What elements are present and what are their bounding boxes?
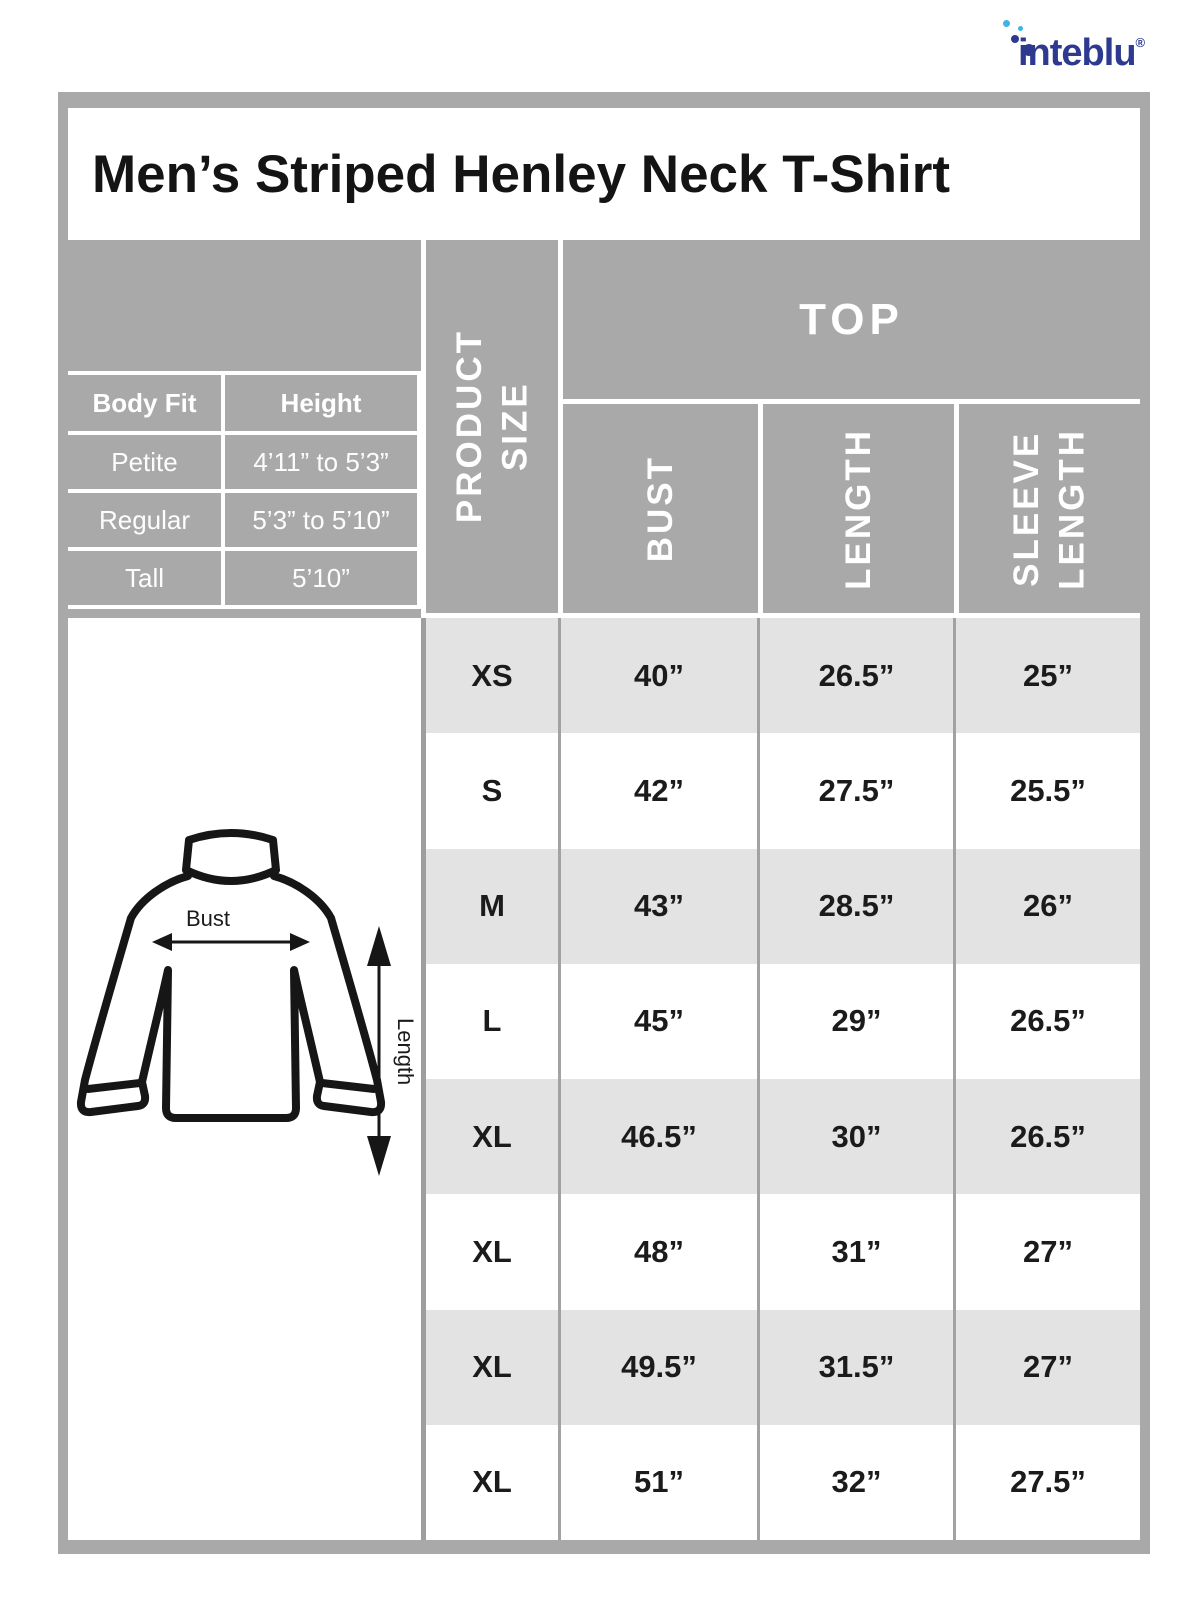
bust-column-header: BUST — [563, 404, 758, 613]
bust-cell: 43” — [558, 848, 757, 964]
body-fit-value: Regular — [68, 493, 221, 547]
divider — [563, 399, 1140, 404]
body-fit-value: Petite — [68, 435, 221, 489]
logo-dot-icon — [1018, 26, 1023, 31]
length-column-header: LENGTH — [763, 404, 954, 613]
size-cell: XL — [472, 1464, 512, 1500]
size-cell: XL — [472, 1349, 512, 1385]
table-row: XL 48” 31” 27” — [426, 1194, 1140, 1310]
table-row: XL 51” 32” 27.5” — [426, 1424, 1140, 1540]
table-row: L 45” 29” 26.5” — [426, 963, 1140, 1079]
height-header: Height — [225, 375, 417, 431]
logo-dot-icon — [1023, 44, 1035, 56]
divider — [421, 618, 426, 1540]
size-cell: L — [482, 1003, 502, 1039]
registered-trademark: ® — [1135, 35, 1146, 50]
logo-dot-icon — [1011, 35, 1019, 43]
brand-logo: inteblu® — [1000, 14, 1170, 84]
brand-name: inteblu — [1018, 32, 1137, 74]
sleeve-length-cell: 27” — [953, 1309, 1140, 1425]
title-bar: Men’s Striped Henley Neck T-Shirt — [68, 108, 1140, 240]
product-size-header-line: PRODUCT — [449, 329, 489, 524]
size-cell: S — [481, 772, 503, 808]
length-label: Length — [393, 1018, 418, 1085]
length-cell: 31” — [757, 1194, 953, 1310]
page-title: Men’s Striped Henley Neck T-Shirt — [92, 144, 951, 204]
size-cell: XS — [471, 657, 513, 693]
length-cell: 26.5” — [757, 618, 953, 734]
bust-cell: 46.5” — [558, 1079, 757, 1195]
height-value: 5’10” — [225, 551, 417, 605]
length-cell: 27.5” — [757, 733, 953, 849]
length-cell: 31.5” — [757, 1309, 953, 1425]
sleeve-length-cell: 25” — [953, 618, 1140, 734]
size-cell: XL — [472, 1118, 512, 1154]
length-cell: 29” — [757, 963, 953, 1079]
cuff-line — [84, 1079, 144, 1093]
tshirt-collar — [182, 829, 280, 885]
table-row: XS 40” 26.5” 25” — [426, 618, 1140, 734]
divider — [421, 240, 426, 618]
bust-cell: 45” — [558, 963, 757, 1079]
length-cell: 30” — [757, 1079, 953, 1195]
height-value: 5’3” to 5’10” — [225, 493, 417, 547]
divider — [558, 240, 563, 618]
length-cell: 32” — [757, 1424, 953, 1540]
sleeve-length-cell: 26” — [953, 848, 1140, 964]
length-arrow — [367, 926, 391, 1176]
chart-frame: Men’s Striped Henley Neck T-Shirt Body F… — [58, 92, 1150, 1554]
sleeve-length-cell: 25.5” — [953, 733, 1140, 849]
sleeve-length-cell: 26.5” — [953, 963, 1140, 1079]
divider — [426, 613, 1140, 618]
table-row: M 43” 28.5” 26” — [426, 848, 1140, 964]
bust-cell: 42” — [558, 733, 757, 849]
bust-header-label: BUST — [640, 454, 680, 563]
table-row: XL 46.5” 30” 26.5” — [426, 1079, 1140, 1195]
logo-dot-icon — [1003, 20, 1010, 27]
cuff-line — [318, 1079, 378, 1093]
size-table: XS 40” 26.5” 25” S 42” 27.5” 25.5” M 43”… — [426, 618, 1140, 1540]
product-size-column-header: PRODUCT SIZE — [426, 240, 558, 613]
tshirt-body-outline — [76, 872, 386, 1122]
sleeve-length-column-header: SLEEVE LENGTH — [959, 404, 1140, 613]
table-row: XL 49.5” 31.5” 27” — [426, 1309, 1140, 1425]
bust-label: Bust — [186, 906, 230, 931]
product-size-header-line: SIZE — [495, 381, 534, 472]
tshirt-diagram: Bust Length — [76, 829, 418, 1176]
length-cell: 28.5” — [757, 848, 953, 964]
bust-cell: 48” — [558, 1194, 757, 1310]
sleeve-length-cell: 27” — [953, 1194, 1140, 1310]
size-cell: XL — [472, 1233, 512, 1269]
bust-cell: 51” — [558, 1424, 757, 1540]
sleeve-length-cell: 27.5” — [953, 1424, 1140, 1540]
sleeve-length-header-line: SLEEVE — [1007, 430, 1046, 587]
size-cell: M — [479, 888, 505, 924]
bust-arrow — [152, 933, 310, 951]
body-fit-value: Tall — [68, 551, 221, 605]
divider — [758, 404, 763, 618]
bust-cell: 49.5” — [558, 1309, 757, 1425]
bust-cell: 40” — [558, 618, 757, 734]
table-row: S 42” 27.5” 25.5” — [426, 733, 1140, 849]
body-fit-header: Body Fit — [68, 375, 221, 431]
height-value: 4’11” to 5’3” — [225, 435, 417, 489]
top-group-header: TOP — [799, 294, 904, 344]
shirt-diagram-panel: Bust Length — [68, 618, 421, 1540]
length-header-label: LENGTH — [838, 427, 878, 590]
body-fit-table: Body Fit Height Petite 4’11” to 5’3” Reg… — [68, 371, 421, 609]
sleeve-length-header-line: LENGTH — [1052, 427, 1092, 590]
divider — [954, 404, 959, 618]
sleeve-length-cell: 26.5” — [953, 1079, 1140, 1195]
